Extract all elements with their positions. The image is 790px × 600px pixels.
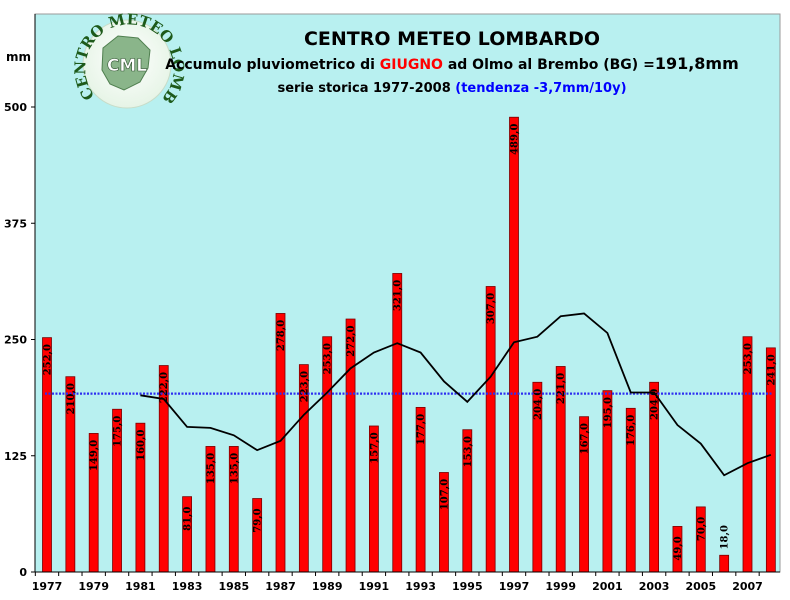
bar-value-label: 160,0 [136, 430, 147, 461]
bar-value-label: 252,0 [43, 344, 54, 375]
bar-value-labels: 252,0 210,0 149,0 175,0 160,0 222,0 81,0 135,0 1… [43, 124, 778, 561]
bar-value-label: 222,0 [159, 372, 170, 403]
bar-value-label: 157,0 [369, 432, 380, 463]
bar-value-label: 149,0 [89, 440, 100, 471]
bar-value-label: 278,0 [276, 320, 287, 351]
y-tick-label: 0 [19, 566, 27, 579]
bar-value-label: 167,0 [580, 423, 591, 454]
series-text: serie storica 1977-2008 [277, 81, 455, 96]
lombardy-map-icon [101, 35, 151, 91]
x-tick-label: 2007 [732, 580, 763, 593]
x-tick-label: 1987 [265, 580, 296, 593]
bar-value-label: 153,0 [463, 436, 474, 467]
subtitle-mid: ad Olmo al Brembo (BG) = [443, 57, 655, 73]
x-tick-label: 2005 [685, 580, 716, 593]
bar-value-label: 177,0 [416, 414, 427, 445]
x-tick-label: 1997 [499, 580, 530, 593]
bars [42, 116, 776, 573]
bar-value-label: 321,0 [393, 280, 404, 311]
bar-value-label: 307,0 [486, 293, 497, 324]
bar-value-label: 204,0 [650, 389, 661, 420]
x-tick-label: 1983 [172, 580, 203, 593]
bar-value-label: 253,0 [323, 343, 334, 374]
bar-value-label: 210,0 [66, 383, 77, 414]
y-tick-label: 250 [4, 334, 27, 347]
y-tick-label: 375 [4, 217, 27, 230]
bar-value-label: 223,0 [299, 371, 310, 402]
chart-title: CENTRO METEO LOMBARDO [304, 28, 600, 50]
bar-value-label: 241,0 [766, 354, 777, 385]
bar-value-label: 135,0 [206, 453, 217, 484]
moving-average-line [140, 312, 772, 477]
bar-value-label: 175,0 [113, 416, 124, 447]
bar-1992 [392, 273, 403, 573]
bar-value-label: 195,0 [603, 397, 614, 428]
bar-value-label: 135,0 [229, 453, 240, 484]
x-tick-label: 1985 [218, 580, 249, 593]
trend-text: (tendenza -3,7mm/10y) [455, 81, 626, 96]
chart-subtitle: Accumulo pluviometrico di GIUGNO ad Olmo… [165, 54, 739, 73]
bar-2006 [719, 554, 730, 573]
bar-value-label: 49,0 [673, 536, 684, 560]
axes: 0 125 250 375 500 1977 1979 1981 1983 1985 1987 198… [4, 14, 780, 593]
bar-value-label: 70,0 [696, 517, 707, 541]
x-tick-label: 2001 [592, 580, 623, 593]
moving-average-group [140, 312, 772, 477]
x-tick-label: 1995 [452, 580, 483, 593]
subtitle-total: 191,8mm [655, 54, 739, 73]
bar-1997 [509, 116, 519, 573]
x-tick-label: 2003 [639, 580, 670, 593]
subtitle-month: GIUGNO [380, 57, 443, 73]
bar-value-label: 79,0 [253, 508, 264, 532]
x-tick-label: 1989 [312, 580, 343, 593]
bar-value-label: 204,0 [533, 389, 544, 420]
bar-value-label: 18,0 [720, 525, 731, 549]
y-axis-label: mm [6, 50, 31, 64]
x-tick-label: 1977 [32, 580, 63, 593]
bar-value-label: 107,0 [439, 479, 450, 510]
y-tick-label: 125 [4, 450, 27, 463]
x-tick-label: 1981 [125, 580, 156, 593]
bar-value-label: 272,0 [346, 325, 357, 356]
x-tick-label: 1979 [78, 580, 109, 593]
bar-1996 [485, 286, 496, 573]
series-caption: serie storica 1977-2008 (tendenza -3,7mm… [277, 81, 626, 96]
bar-value-label: 176,0 [626, 415, 637, 446]
y-tick-label: 500 [4, 101, 27, 114]
x-tick-label: 1991 [359, 580, 390, 593]
bar-value-label: 81,0 [183, 506, 194, 530]
bar-value-label: 489,0 [510, 124, 521, 155]
subtitle-prefix: Accumulo pluviometrico di [165, 57, 380, 73]
bar-value-label: 253,0 [743, 343, 754, 374]
logo-center-text: CML [107, 56, 147, 76]
x-tick-label: 1993 [405, 580, 436, 593]
bar-value-label: 221,0 [556, 373, 567, 404]
x-tick-label: 1999 [545, 580, 576, 593]
